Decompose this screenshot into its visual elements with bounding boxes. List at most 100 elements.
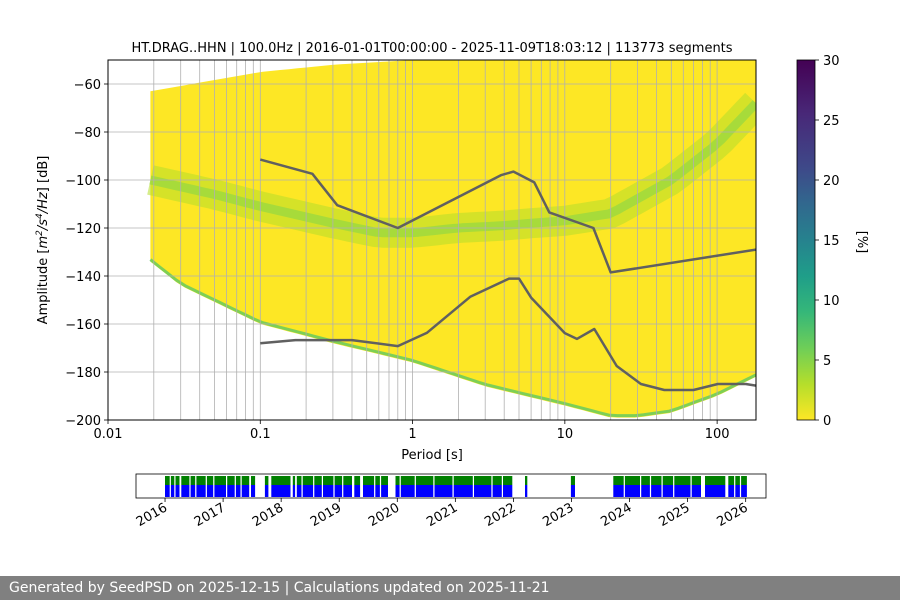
- timeline-coverage-upper: [395, 476, 400, 485]
- psd-mode-band-core: [149, 100, 756, 238]
- timeline-year-label: 2016: [134, 500, 170, 530]
- timeline-coverage-lower: [264, 485, 269, 497]
- timeline-gap: [213, 475, 215, 497]
- timeline-coverage-upper: [613, 476, 701, 485]
- footer-text: Generated by SeedPSD on 2025-12-15 | Cal…: [9, 580, 550, 596]
- noise-model-nlnm: [260, 277, 756, 392]
- y-tick-label: −200: [65, 414, 101, 429]
- timeline-gap: [205, 475, 207, 497]
- timeline-coverage-lower: [363, 485, 388, 497]
- timeline-coverage-lower: [251, 485, 256, 497]
- x-tick-label: 0.1: [250, 427, 271, 442]
- timeline-gap: [414, 475, 416, 497]
- timeline-gap: [661, 475, 663, 497]
- x-tick-label: 100: [705, 427, 730, 442]
- footer-bar: Generated by SeedPSD on 2025-12-15 | Cal…: [0, 576, 900, 600]
- timeline-year-label: 2019: [308, 500, 344, 530]
- timeline-year-label: 2024: [598, 500, 634, 530]
- timeline-gap: [452, 475, 454, 497]
- timeline-coverage-lower: [400, 485, 513, 497]
- timeline-year-label: 2025: [656, 500, 692, 530]
- timeline-gap: [673, 475, 675, 497]
- timeline-year-label: 2018: [250, 500, 286, 530]
- timeline-coverage-lower: [292, 485, 296, 497]
- timeline-gap: [433, 475, 435, 497]
- timeline-coverage-upper: [705, 476, 726, 485]
- noise-model-layer: [259, 158, 756, 392]
- timeline-coverage-lower: [354, 485, 361, 497]
- timeline-gap: [374, 475, 376, 497]
- timeline-year-label: 2020: [366, 500, 402, 530]
- timeline-coverage-upper: [251, 476, 256, 485]
- colorbar: [796, 59, 816, 421]
- y-label-hz: Hz: [36, 191, 51, 209]
- colorbar-tick-label: 10: [823, 294, 840, 309]
- timeline-ticks: 2016 2017 2018 2019 2020 2021 2022 2023 2024 2025…: [134, 498, 751, 530]
- timeline-gap: [379, 475, 382, 497]
- timeline-coverage-upper: [525, 476, 528, 485]
- y-tick-label: −100: [65, 174, 101, 189]
- timeline-coverage-upper: [271, 476, 291, 485]
- y-tick-label: −160: [65, 318, 101, 333]
- colorbar-tick-label: 20: [823, 174, 840, 189]
- timeline-coverage-upper: [165, 476, 180, 485]
- colorbar-label: [%]: [854, 231, 869, 254]
- colorbar-ticks: 0 5 10 15 20 25 30: [815, 54, 840, 429]
- timeline-gap: [174, 475, 176, 497]
- timeline-coverage-upper: [570, 476, 575, 485]
- timeline-gap: [739, 475, 742, 497]
- timeline-gap: [240, 475, 242, 497]
- timeline-gap: [333, 475, 335, 497]
- timeline-coverage-upper: [400, 476, 513, 485]
- timeline-coverage-upper: [363, 476, 388, 485]
- chart-title: HT.DRAG..HHN | 100.0Hz | 2016-01-01T00:0…: [131, 41, 732, 56]
- x-tick-label: 1: [408, 427, 416, 442]
- timeline-gap: [226, 475, 228, 497]
- timeline-gap: [623, 475, 625, 497]
- timeline-coverage-lower: [705, 485, 726, 497]
- y-label-exp-2: 2: [35, 230, 45, 236]
- timeline-gap: [195, 475, 197, 497]
- timeline-coverage-upper: [354, 476, 361, 485]
- timeline-coverage-lower: [525, 485, 528, 497]
- timeline-gap: [640, 475, 642, 497]
- timeline-frame: [135, 473, 767, 499]
- y-label-exp-4: 4: [35, 213, 45, 219]
- timeline-gap: [313, 475, 315, 497]
- psd-density-layer: [144, 60, 756, 418]
- timeline-bars: [165, 475, 747, 497]
- timeline-coverage-lower: [165, 485, 180, 497]
- y-axis-label: Amplitude [m2/s4/Hz] [dB]: [35, 156, 51, 325]
- colorbar-tick-label: 15: [823, 234, 840, 249]
- timeline-coverage-upper: [292, 476, 296, 485]
- timeline-coverage-lower: [181, 485, 190, 497]
- x-axis-label: Period [s]: [401, 448, 463, 463]
- timeline-year-label: 2022: [482, 500, 518, 530]
- timeline-coverage-upper: [296, 476, 352, 485]
- timeline-gap: [234, 475, 236, 497]
- timeline-coverage-upper: [728, 476, 747, 485]
- timeline-gap: [649, 475, 652, 497]
- x-tick-label: 10: [557, 427, 574, 442]
- timeline-year-label: 2023: [540, 500, 576, 530]
- timeline-coverage-lower: [613, 485, 701, 497]
- y-axis-ticks: −200 −180 −160 −140 −120 −100 −80 −60: [65, 78, 108, 429]
- timeline-coverage-upper: [264, 476, 269, 485]
- noise-model-nhnm: [259, 158, 756, 274]
- y-label-part-end: ] [dB]: [36, 156, 51, 193]
- timeline-gap: [342, 475, 344, 497]
- timeline-gap: [491, 475, 493, 497]
- y-label-slash-2: /: [36, 207, 51, 214]
- colorbar-tick-label: 30: [823, 54, 840, 69]
- timeline-coverage-lower: [728, 485, 747, 497]
- timeline-year-label: 2026: [715, 500, 751, 530]
- y-tick-label: −180: [65, 366, 101, 381]
- timeline-gap: [690, 475, 692, 497]
- y-tick-label: −120: [65, 222, 101, 237]
- timeline-gap: [301, 475, 303, 497]
- y-tick-label: −140: [65, 270, 101, 285]
- x-tick-label: 0.01: [94, 427, 123, 442]
- timeline-coverage-lower: [296, 485, 352, 497]
- timeline-gap: [501, 475, 503, 497]
